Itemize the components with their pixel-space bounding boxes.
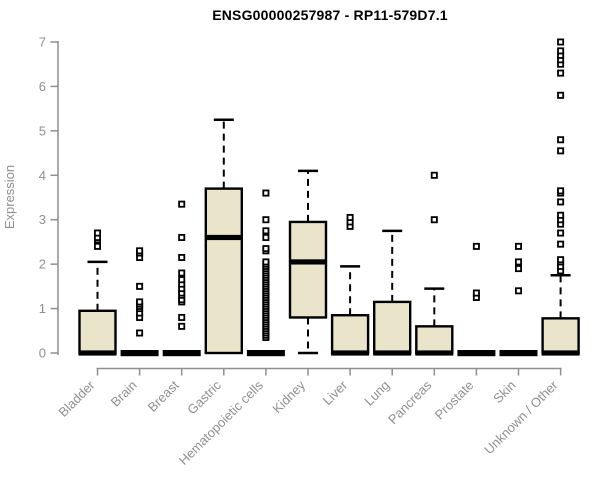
outlier-point (557, 211, 565, 219)
y-tick-label: 5 (39, 123, 46, 138)
outlier-point (178, 276, 186, 284)
outlier-point (262, 245, 270, 253)
boxplot-skin (499, 242, 538, 357)
boxplot-gastric (204, 118, 244, 355)
x-tick-label-breast: Breast (145, 377, 182, 414)
y-tick-label: 4 (39, 168, 46, 183)
outlier-point (557, 229, 565, 237)
iqr-box (541, 317, 580, 355)
outlier-point (557, 136, 565, 144)
boxplot-pancreas (415, 171, 454, 356)
outlier-point (430, 216, 438, 224)
outlier-point (262, 258, 270, 266)
x-tick-label-pancreas: Pancreas (385, 377, 435, 427)
flat-box (457, 350, 496, 357)
outlier-point (515, 242, 523, 250)
iqr-box (415, 325, 454, 355)
outlier-point (557, 187, 565, 195)
median-bar (331, 350, 370, 356)
median-bar (415, 350, 454, 356)
outlier-point (557, 38, 565, 46)
outlier-point (430, 171, 438, 179)
boxplot-prostate (457, 242, 496, 357)
y-tick-label: 1 (39, 301, 46, 316)
x-tick-label-skin: Skin (490, 378, 518, 406)
outlier-point (178, 269, 186, 277)
outlier-point (557, 69, 565, 77)
median-bar (78, 350, 117, 356)
flat-box (246, 350, 285, 357)
outlier-point (178, 313, 186, 321)
flat-box (162, 350, 201, 357)
y-tick-label: 7 (39, 35, 46, 50)
boxplot-brain (120, 247, 159, 357)
x-tick-label-lung: Lung (361, 378, 392, 409)
outlier-point (136, 298, 144, 306)
boxplot-hematopoietic-cells (246, 189, 285, 357)
x-tick-label-brain: Brain (108, 378, 140, 410)
outlier-point (515, 265, 523, 273)
iqr-box (288, 220, 328, 319)
boxplot-bladder (78, 229, 117, 356)
outlier-point (346, 213, 354, 221)
outlier-point (178, 233, 186, 241)
iqr-box (330, 314, 370, 355)
median-bar (289, 259, 327, 265)
iqr-box (204, 187, 244, 355)
iqr-box (78, 309, 117, 355)
x-tick-label-gastric: Gastric (184, 377, 224, 417)
outlier-point (178, 253, 186, 261)
flat-box (120, 350, 159, 357)
outlier-point (262, 216, 270, 224)
outlier-point (136, 247, 144, 255)
outlier-point (94, 229, 102, 237)
outlier-point (136, 282, 144, 290)
x-tick-label-kidney: Kidney (269, 377, 308, 416)
median-bar (204, 234, 243, 241)
y-tick-label: 0 (39, 346, 46, 361)
outlier-point (557, 256, 565, 264)
outlier-point (472, 289, 480, 297)
boxplot-liver (330, 213, 370, 356)
outlier-point (178, 322, 186, 330)
outlier-point (94, 242, 102, 250)
y-tick-label: 6 (39, 79, 46, 94)
outlier-point (136, 329, 144, 337)
outlier-point (262, 189, 270, 197)
outlier-point (515, 287, 523, 295)
x-tick-label-bladder: Bladder (55, 377, 98, 420)
outlier-point (178, 200, 186, 208)
boxplot-lung (373, 229, 412, 356)
iqr-box (373, 300, 412, 355)
boxplot-kidney (288, 169, 328, 355)
boxplot-breast (162, 200, 201, 357)
outlier-point (557, 47, 565, 55)
outlier-point (515, 258, 523, 266)
outlier-point (557, 91, 565, 99)
outlier-point (557, 240, 565, 248)
x-tick-label-unknown-other: Unknown / Other (481, 377, 561, 457)
chart-title: ENSG00000257987 - RP11-579D7.1 (212, 7, 448, 23)
flat-box (499, 350, 538, 357)
x-tick-label-liver: Liver (320, 377, 351, 408)
x-tick-label-prostate: Prostate (432, 378, 477, 423)
outlier-point (557, 147, 565, 155)
y-tick-label: 2 (39, 257, 46, 272)
median-bar (541, 350, 580, 356)
outlier-point (557, 198, 565, 206)
outlier-point (262, 233, 270, 241)
y-tick-label: 3 (39, 212, 46, 227)
outlier-point (262, 227, 270, 235)
boxplot-unknown-other (541, 38, 580, 356)
median-bar (373, 350, 412, 356)
y-axis-label: Expression (2, 164, 17, 230)
outlier-point (472, 242, 480, 250)
